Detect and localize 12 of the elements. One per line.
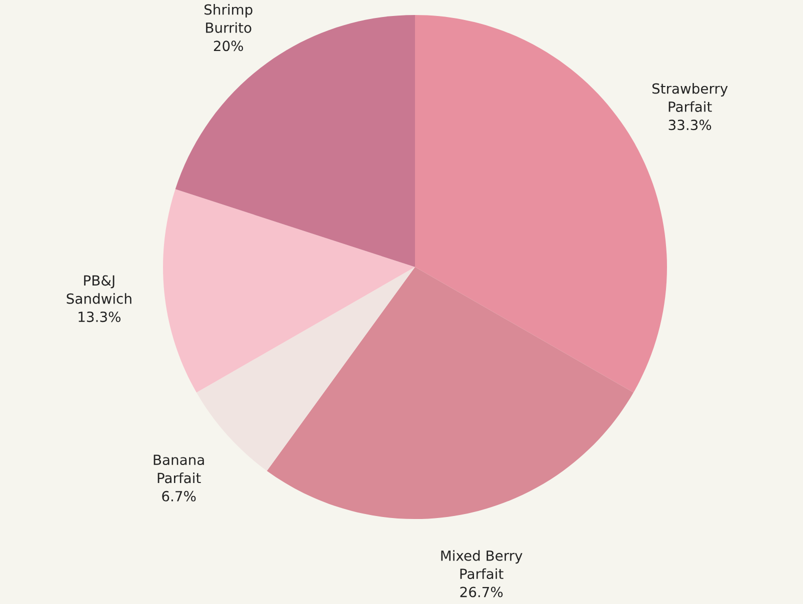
slice-label: Strawberry Parfait <box>652 83 728 112</box>
data-label: 26.7% <box>460 586 503 598</box>
data-label: 6.7% <box>162 490 196 502</box>
pie-slice <box>266 267 634 519</box>
pie-slice <box>163 189 415 393</box>
slice-label: PB&J Sandwich <box>66 275 132 304</box>
data-label: 20% <box>214 40 244 52</box>
data-label: 33.3% <box>668 120 712 130</box>
slice-label: Banana Parfait <box>154 454 204 484</box>
slice-label: Shrimp Burrito <box>204 4 252 33</box>
data-label: 13.3% <box>78 312 120 322</box>
slice-label: Mixed Berry Parfait <box>441 550 522 580</box>
